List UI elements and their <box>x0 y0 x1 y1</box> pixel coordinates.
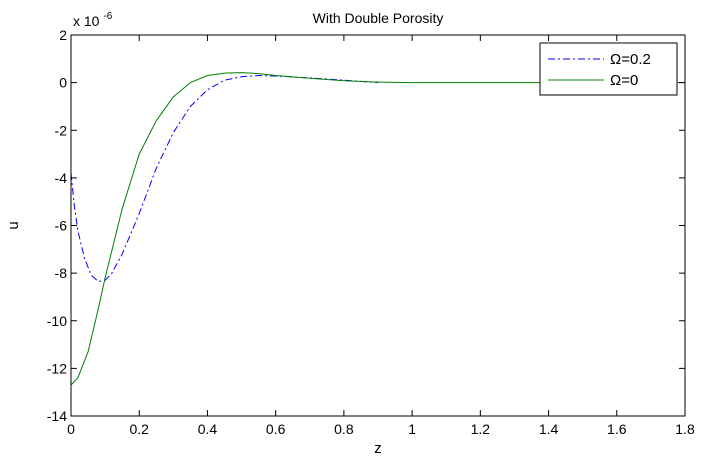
legend-label-1: Ω=0.2 <box>610 51 651 68</box>
y-tick-label: -12 <box>47 360 67 376</box>
x-tick-label: 1.8 <box>675 421 695 437</box>
x-tick-label: 0 <box>67 421 75 437</box>
y-tick-label: -4 <box>55 170 68 186</box>
x-tick-label: 0.2 <box>129 421 149 437</box>
y-tick-label: -8 <box>55 265 68 281</box>
ticks-layer: 0 0.2 0.4 0.6 0.8 1 1.2 1.4 1.6 1.8 -14 -12 -10 -8 -6 -… <box>47 27 695 437</box>
x-tick-label: 1.6 <box>607 421 627 437</box>
y-tick-label: -14 <box>47 408 67 424</box>
x-tick-label: 0.8 <box>334 421 354 437</box>
x-tick-label: 0.6 <box>266 421 286 437</box>
series-line-2 <box>70 72 685 386</box>
y-exponent-label: x 10 -6 <box>73 11 113 29</box>
x-tick-label: 1.4 <box>539 421 559 437</box>
chart-title: With Double Porosity <box>313 10 444 26</box>
y-exponent-base: x 10 <box>73 13 100 29</box>
x-tick-label: 0.4 <box>198 421 218 437</box>
y-tick-label: -10 <box>47 313 67 329</box>
y-axis-label: u <box>5 221 22 229</box>
x-tick-label: 1 <box>408 421 416 437</box>
series-layer <box>70 72 685 386</box>
x-tick-label: 1.2 <box>471 421 491 437</box>
y-tick-label: -2 <box>55 122 68 138</box>
legend-box <box>539 42 678 96</box>
legend-label-2: Ω=0 <box>610 72 638 89</box>
y-tick-label: 0 <box>59 75 67 91</box>
series-line-1 <box>70 75 379 282</box>
legend: Ω=0.2 Ω=0 <box>539 42 678 96</box>
y-exponent-power: -6 <box>103 11 112 22</box>
y-tick-label: -6 <box>55 218 68 234</box>
x-axis-label: z <box>374 440 382 457</box>
y-tick-label: 2 <box>59 27 67 43</box>
